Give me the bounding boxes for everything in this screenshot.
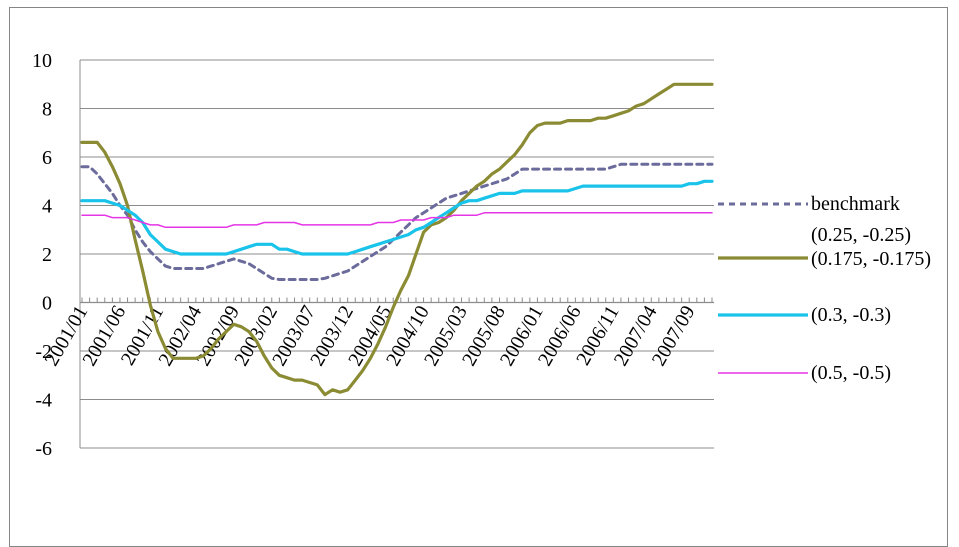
series-line xyxy=(81,212,713,229)
y-tick-label: 6 xyxy=(42,147,52,169)
y-tick-label: -4 xyxy=(35,390,52,412)
legend: benchmark (0.25, -0.25)(0.175, -0.175) (0.… xyxy=(718,193,931,384)
y-tick-label: 2 xyxy=(42,244,52,266)
y-tick-label: 10 xyxy=(32,50,52,72)
chart-frame xyxy=(9,7,948,547)
legend-label: (0.3, -0.3) xyxy=(811,304,891,326)
y-tick-label: 4 xyxy=(42,196,52,218)
legend-label: (0.5, -0.5) xyxy=(811,362,891,384)
legend-label: (0.25, -0.25) xyxy=(811,224,911,246)
y-tick-labels: -6 -4 -2 0 2 4 6 8 10 xyxy=(32,50,52,460)
y-tick-label: -2 xyxy=(35,341,52,363)
legend-label: benchmark xyxy=(811,193,900,215)
y-tick-label: 8 xyxy=(42,99,52,121)
series-line xyxy=(80,179,714,256)
legend-label: (0.175, -0.175) xyxy=(811,248,931,270)
y-tick-label: -6 xyxy=(35,438,52,460)
y-tick-label: 0 xyxy=(42,293,52,315)
gridlines xyxy=(80,59,714,449)
series-lines xyxy=(80,82,714,397)
series-line xyxy=(80,162,714,281)
series-line xyxy=(80,82,714,397)
